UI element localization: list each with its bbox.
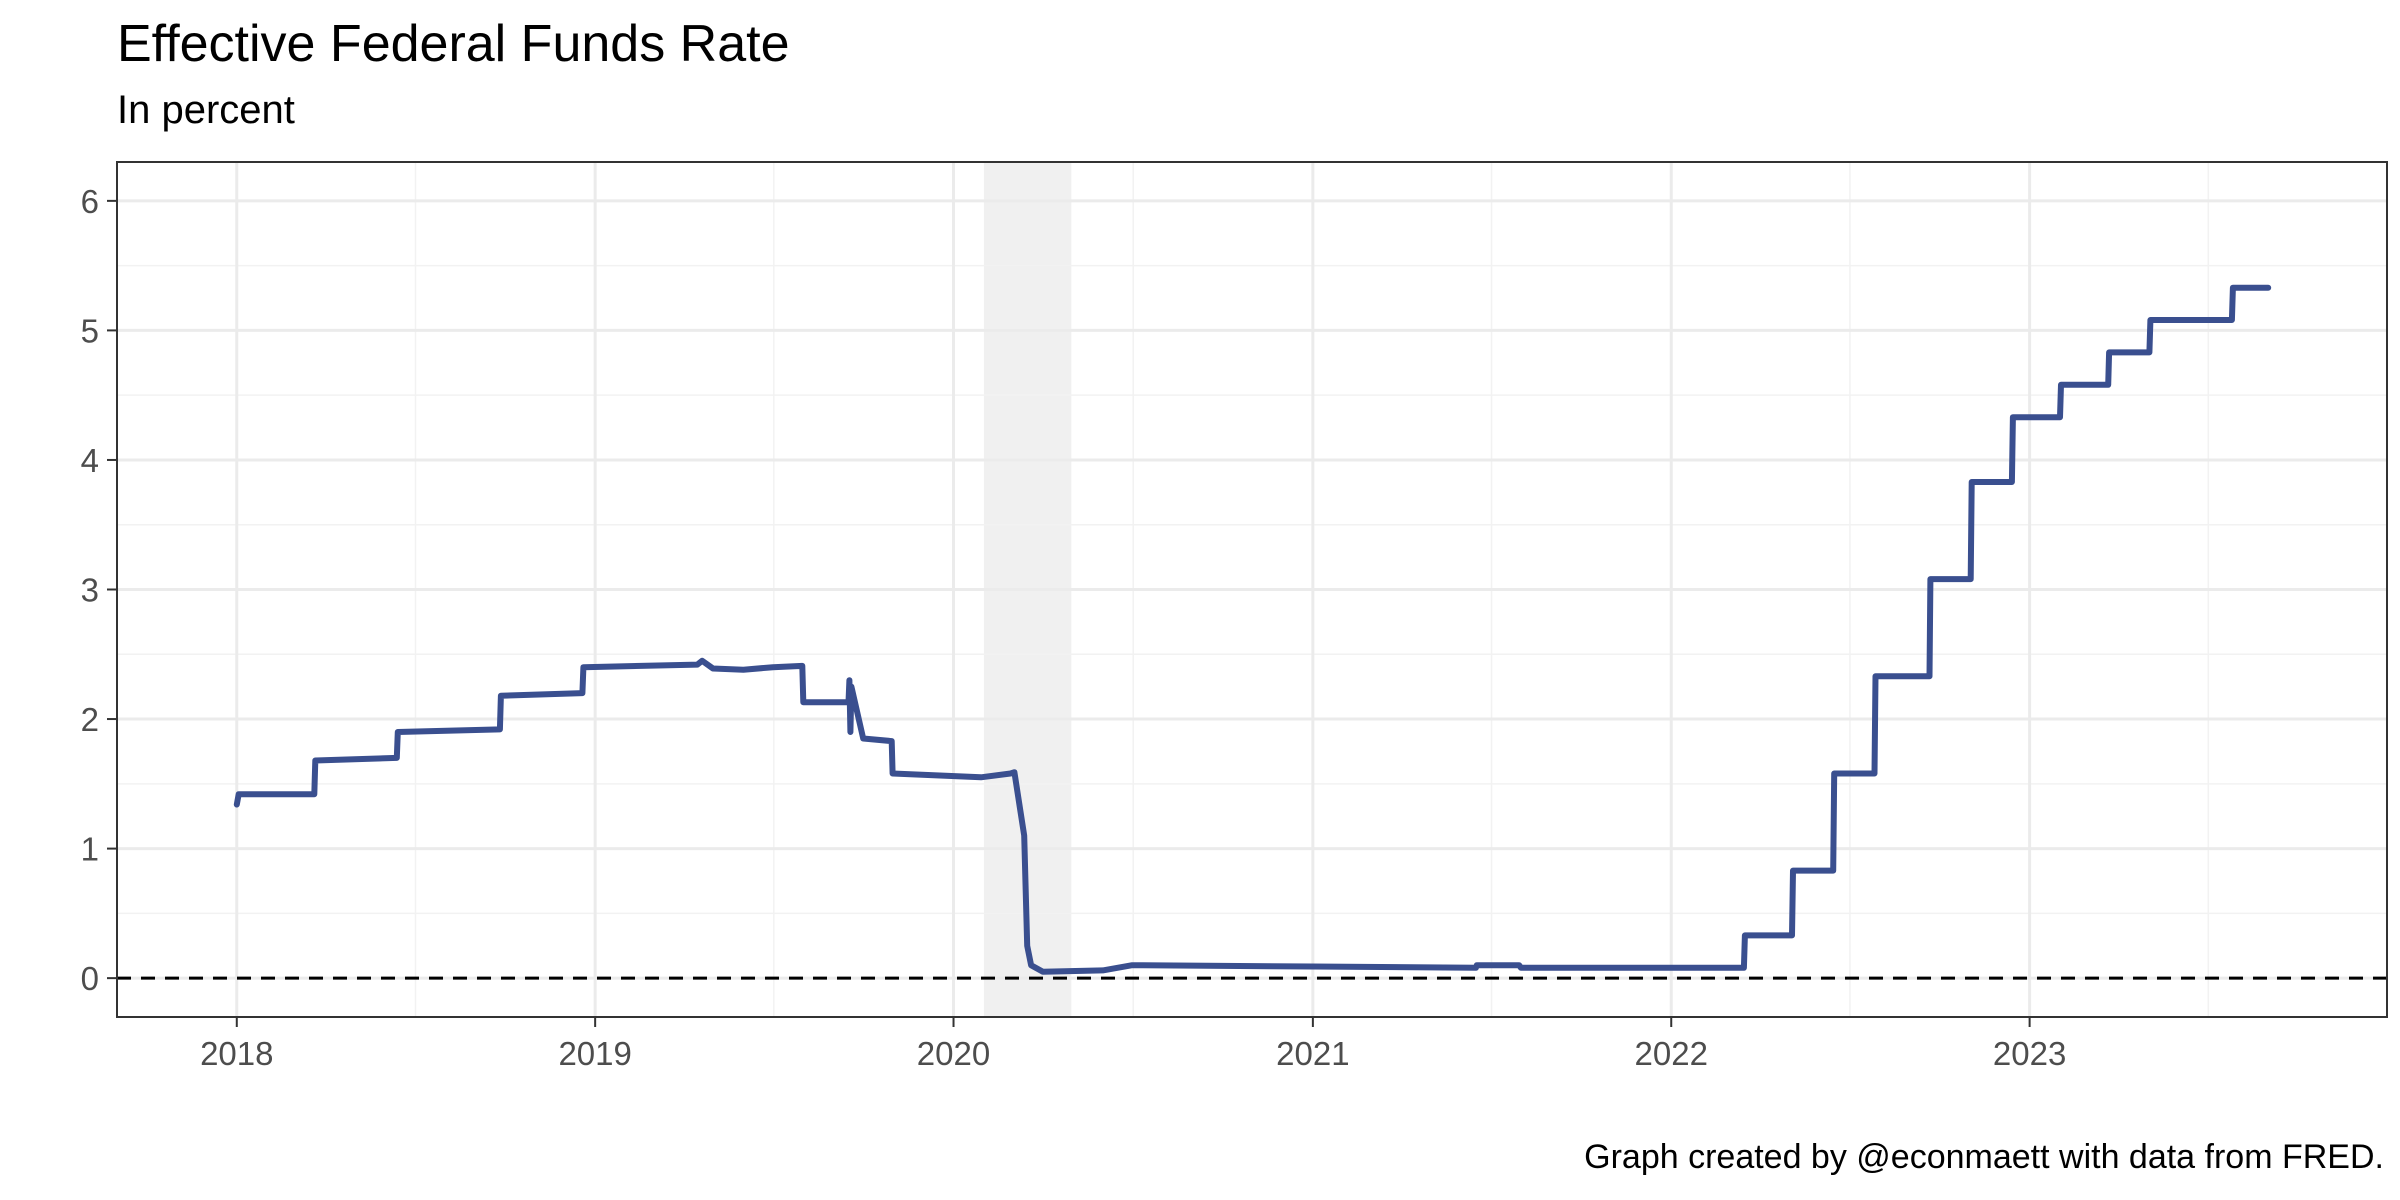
x-tick-label-2022: 2022 bbox=[1635, 1035, 1708, 1072]
series-line-0 bbox=[233, 284, 2272, 975]
x-tick-label-2020: 2020 bbox=[917, 1035, 990, 1072]
chart-title: Effective Federal Funds Rate bbox=[117, 15, 790, 73]
x-tick-label-2018: 2018 bbox=[200, 1035, 273, 1072]
y-tick-label-1: 1 bbox=[81, 831, 99, 868]
series-lines bbox=[233, 284, 2272, 975]
y-axis: 0 1 2 3 4 5 6 bbox=[81, 183, 117, 997]
y-tick-label-6: 6 bbox=[81, 183, 99, 220]
minor-gridlines bbox=[117, 162, 2387, 1017]
x-tick-label-2021: 2021 bbox=[1276, 1035, 1349, 1072]
y-tick-label-2: 2 bbox=[81, 701, 99, 738]
x-tick-label-2019: 2019 bbox=[558, 1035, 631, 1072]
chart-caption: Graph created by @econmaett with data fr… bbox=[1584, 1138, 2384, 1176]
y-tick-label-4: 4 bbox=[81, 442, 99, 479]
y-tick-label-0: 0 bbox=[81, 960, 99, 997]
x-axis: 2018 2019 2020 2021 2022 2023 bbox=[200, 1017, 2066, 1072]
chart-subtitle: In percent bbox=[117, 88, 295, 132]
y-tick-label-5: 5 bbox=[81, 312, 99, 349]
x-tick-label-2023: 2023 bbox=[1993, 1035, 2066, 1072]
y-tick-label-3: 3 bbox=[81, 572, 99, 609]
